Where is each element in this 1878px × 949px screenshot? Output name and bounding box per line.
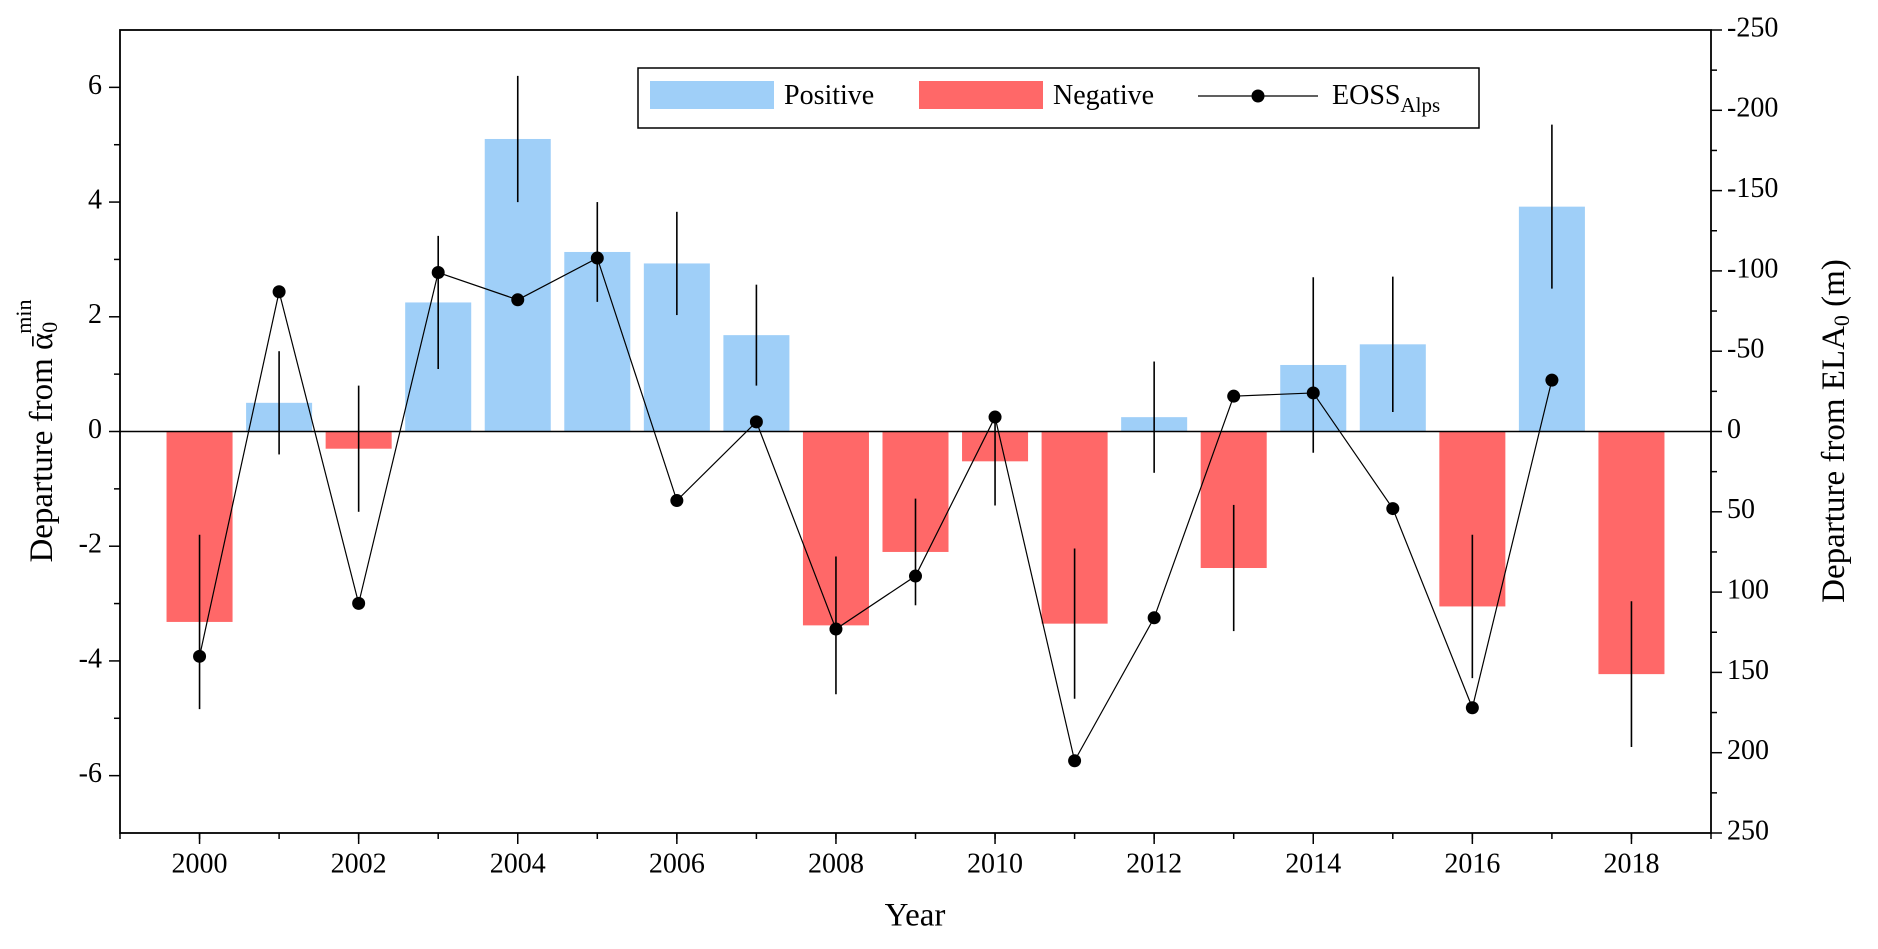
point bbox=[1147, 611, 1161, 625]
point bbox=[511, 293, 525, 307]
point bbox=[909, 569, 922, 583]
x-tick-label: 2006 bbox=[649, 848, 705, 879]
x-axis-title: Year bbox=[885, 898, 946, 934]
legend-label-text: EOSS bbox=[1332, 80, 1400, 111]
y-tick-label: -2 bbox=[79, 529, 102, 560]
x-tick-label: 2002 bbox=[331, 848, 387, 879]
y-axis-title-sup: min bbox=[11, 299, 36, 333]
y2-axis-title-sub: 0 bbox=[1829, 315, 1854, 326]
y-axis-title: Departure from ᾱ0min bbox=[11, 299, 62, 562]
y-tick-label: 2 bbox=[88, 299, 102, 330]
point bbox=[352, 596, 366, 610]
y-tick-label: 4 bbox=[88, 184, 102, 215]
line bbox=[198, 257, 1553, 763]
x-tick-label: 2008 bbox=[808, 848, 864, 879]
y2-tick-label: 0 bbox=[1727, 414, 1741, 445]
point bbox=[1227, 389, 1241, 403]
point bbox=[829, 622, 843, 636]
y2-tick-label: -100 bbox=[1727, 253, 1778, 284]
point bbox=[1386, 502, 1400, 516]
y2-tick-label: -150 bbox=[1727, 173, 1778, 204]
y2-tick-label: -50 bbox=[1727, 334, 1764, 365]
legend-box bbox=[637, 67, 1480, 129]
x-tick-label: 2018 bbox=[1603, 848, 1659, 879]
y2-tick-label: 250 bbox=[1727, 815, 1769, 846]
legend-label: Negative bbox=[1053, 80, 1154, 111]
legend-swatch bbox=[919, 81, 1043, 109]
y2-tick-label: 150 bbox=[1727, 655, 1769, 686]
y-tick-label: -4 bbox=[79, 643, 102, 674]
point bbox=[749, 415, 763, 429]
x-tick-label: 2012 bbox=[1126, 848, 1182, 879]
y2-tick-label: -250 bbox=[1727, 12, 1778, 43]
y2-tick-label: 100 bbox=[1727, 575, 1769, 606]
y-tick-label: -6 bbox=[79, 758, 102, 789]
x-tick-label: 2000 bbox=[172, 848, 228, 879]
y-tick-label: 6 bbox=[88, 70, 102, 101]
legend-label-text: Negative bbox=[1053, 80, 1154, 111]
x-tick-label: 2004 bbox=[490, 848, 546, 879]
y2-axis-title-text: Departure from ELA bbox=[1816, 326, 1852, 603]
point bbox=[1068, 754, 1082, 768]
point bbox=[193, 649, 207, 663]
y-axis-title-sub: 0 bbox=[37, 322, 62, 333]
y2-axis-title: Departure from ELA0 (m) bbox=[1816, 259, 1854, 603]
y-axis-title-symbol: ᾱ bbox=[24, 333, 60, 350]
y2-tick-label: -200 bbox=[1727, 93, 1778, 124]
point bbox=[988, 410, 1002, 424]
point bbox=[431, 266, 445, 280]
legend-label-sub: Alps bbox=[1400, 93, 1440, 117]
point bbox=[1465, 701, 1479, 715]
point bbox=[670, 494, 684, 508]
legend-label: EOSSAlps bbox=[1332, 80, 1440, 116]
x-tick-label: 2010 bbox=[967, 848, 1023, 879]
point bbox=[1545, 373, 1559, 387]
point bbox=[1306, 386, 1320, 400]
y2-tick-label: 200 bbox=[1727, 735, 1769, 766]
legend-label-text: Positive bbox=[784, 80, 874, 111]
y2-tick-label: 50 bbox=[1727, 494, 1755, 525]
y-tick-label: 0 bbox=[88, 414, 102, 445]
x-tick-label: 2014 bbox=[1285, 848, 1341, 879]
legend-marker bbox=[1251, 89, 1265, 103]
point bbox=[590, 251, 604, 265]
y2-axis-title-unit: (m) bbox=[1816, 259, 1852, 315]
legend: Positive Negative EOSSAlps bbox=[637, 67, 1480, 129]
legend-swatch bbox=[650, 81, 774, 109]
y-axis-title-text: Departure from bbox=[24, 350, 60, 563]
x-tick-label: 2016 bbox=[1444, 848, 1500, 879]
point bbox=[272, 285, 286, 299]
legend-label: Positive bbox=[784, 80, 874, 111]
